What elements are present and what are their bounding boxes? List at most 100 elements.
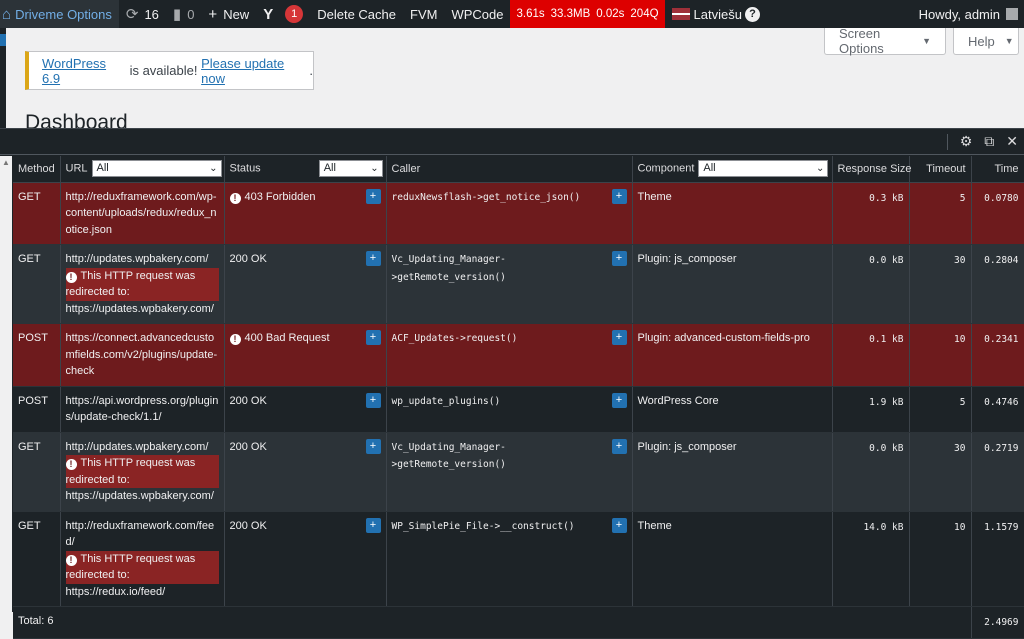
qm-queries: 204Q [630, 8, 659, 20]
comment-icon: ▮ [172, 6, 182, 23]
fvm-menu[interactable]: FVM [410, 6, 438, 22]
home-icon: ⌂ [2, 5, 12, 23]
size-cell: 0.0 kB [832, 432, 910, 512]
expand-plus-icon[interactable]: + [365, 517, 381, 533]
size-cell: 0.0 kB [832, 244, 910, 324]
avatar [1006, 8, 1018, 20]
component-cell: Plugin: js_composer [632, 432, 833, 512]
expand-plus-icon[interactable]: + [365, 330, 381, 345]
expand-plus-icon[interactable]: + [611, 392, 627, 408]
col-timeout[interactable]: Timeout [909, 156, 972, 183]
caller-cell: + Vc_Updating_Manager->getRemote_version(… [386, 432, 633, 512]
col-url: URL All ⌄ [60, 156, 225, 183]
total-label: Total: 6 [13, 606, 972, 639]
help-button[interactable]: Help ▼ [953, 28, 1019, 55]
status-cell: +200 OK [224, 386, 387, 433]
caller-cell: + ACF_Updates->request() [386, 323, 633, 387]
size-cell: 1.9 kB [832, 386, 910, 433]
col-component-label: Component [637, 162, 695, 175]
timeout-cell: 10 [909, 323, 972, 387]
redirect-url: https://redux.io/feed/ [65, 585, 166, 598]
query-monitor-menu[interactable]: 3.61s 33.3MB 0.02s 204Q [510, 0, 665, 28]
time-cell: 0.2719 [971, 432, 1024, 512]
method-cell: GET [13, 432, 61, 512]
warning-icon: ! [65, 271, 77, 283]
status-text: 403 Forbidden [244, 190, 316, 203]
url-cell: http://reduxframework.com/wp-content/upl… [60, 182, 225, 245]
status-cell: +200 OK [224, 244, 387, 324]
new-content-menu[interactable]: + New [201, 0, 256, 28]
notice-end: . [309, 63, 313, 78]
admin-bar: ⌂ Driveme Options ⟳ 16 ▮ 0 + New Y 1 Del… [0, 0, 1024, 28]
update-notice: WordPress 6.9 is available! Please updat… [25, 51, 314, 90]
url-cell: https://connect.advancedcustomfields.com… [60, 323, 225, 387]
delete-cache-menu[interactable]: Delete Cache [317, 6, 396, 22]
divider [946, 133, 948, 150]
screen-options-button[interactable]: Screen Options ▼ [824, 26, 946, 56]
close-icon[interactable]: ✕ [1006, 133, 1018, 149]
wordpress-version-link[interactable]: WordPress 6.9 [42, 55, 107, 86]
status-text: 200 OK [229, 440, 267, 453]
redirect-notice: ! This HTTP request was redirected to: [65, 455, 219, 488]
component-filter-select[interactable]: All ⌄ [698, 160, 829, 178]
yoast-badge: 1 [285, 5, 304, 23]
expand-plus-icon[interactable]: + [365, 438, 381, 454]
update-now-link[interactable]: Please update now [201, 55, 285, 86]
expand-plus-icon[interactable]: + [611, 438, 627, 454]
col-status: Status All ⌄ [224, 156, 387, 183]
expand-plus-icon[interactable]: + [611, 188, 627, 204]
pop-out-icon[interactable]: ⧉ [984, 133, 995, 149]
notice-text: is available! [125, 63, 202, 78]
component-cell: WordPress Core [632, 386, 833, 433]
time-cell: 1.1579 [971, 511, 1024, 607]
yoast-menu[interactable]: Y 1 [256, 0, 310, 28]
redirect-text: This HTTP request was redirected to: [65, 269, 196, 299]
settings-gear-icon[interactable]: ⚙ [959, 133, 973, 149]
scrollbar[interactable]: ▲ [0, 156, 12, 612]
url-cell: http://updates.wpbakery.com/! This HTTP r… [60, 244, 225, 324]
col-response-size[interactable]: Response Size [832, 156, 912, 183]
language-menu[interactable]: Latviešu ? [665, 0, 767, 28]
warning-icon: ! [229, 192, 241, 204]
component-cell: Plugin: js_composer [632, 244, 833, 324]
site-name-menu[interactable]: ⌂ Driveme Options [0, 0, 119, 28]
updates-menu[interactable]: ⟳ 16 [119, 0, 166, 28]
qm-db-time: 0.02s [596, 8, 625, 20]
wpcode-menu[interactable]: WPCode [451, 6, 504, 22]
url-filter-select[interactable]: All ⌄ [91, 160, 222, 178]
comments-count: 0 [187, 6, 195, 22]
status-text: 200 OK [229, 519, 267, 532]
col-status-label: Status [229, 162, 261, 175]
status-text: 200 OK [229, 253, 267, 265]
col-time[interactable]: Time [971, 156, 1024, 183]
expand-plus-icon[interactable]: + [365, 392, 381, 408]
component-cell: Plugin: advanced-custom-fields-pro [632, 323, 833, 387]
redirect-url: https://updates.wpbakery.com/ [65, 490, 214, 502]
account-menu[interactable]: Howdy, admin [913, 7, 1024, 22]
plus-icon: + [208, 5, 218, 23]
expand-plus-icon[interactable]: + [611, 517, 627, 533]
table-row: GET http://updates.wpbakery.com/! This HT… [13, 244, 1024, 324]
total-row: Total: 6 2.4969 [13, 606, 1024, 639]
url-cell: http://reduxframework.com/feed/! This HTT… [60, 511, 225, 607]
table-row: GET http://reduxframework.com/wp-content… [13, 182, 1024, 245]
url-cell: http://updates.wpbakery.com/! This HTTP r… [60, 432, 225, 512]
query-monitor-panel: ⚙ ⧉ ✕ ▲ Method URL All ⌄ Status All ⌄ Caller… [0, 128, 1024, 639]
expand-plus-icon[interactable]: + [365, 188, 381, 204]
caller-text: reduxNewsflash->get_notice_json() [391, 191, 581, 203]
expand-plus-icon[interactable]: + [611, 251, 627, 266]
size-cell: 0.3 kB [832, 182, 910, 245]
caller-text: Vc_Updating_Manager->getRemote_version() [391, 254, 506, 283]
refresh-icon: ⟳ [125, 6, 139, 23]
timeout-cell: 30 [909, 432, 972, 512]
scroll-up-icon[interactable]: ▲ [2, 158, 10, 167]
comments-menu[interactable]: ▮ 0 [166, 0, 202, 28]
status-filter-select[interactable]: All ⌄ [318, 160, 383, 178]
latvia-flag-icon [671, 8, 690, 20]
help-icon: ? [744, 6, 760, 22]
status-text: 400 Bad Request [244, 332, 330, 344]
table-header: Method URL All ⌄ Status All ⌄ Caller Compone… [13, 156, 1024, 183]
col-url-label: URL [65, 162, 88, 175]
expand-plus-icon[interactable]: + [365, 251, 381, 266]
expand-plus-icon[interactable]: + [611, 330, 627, 345]
